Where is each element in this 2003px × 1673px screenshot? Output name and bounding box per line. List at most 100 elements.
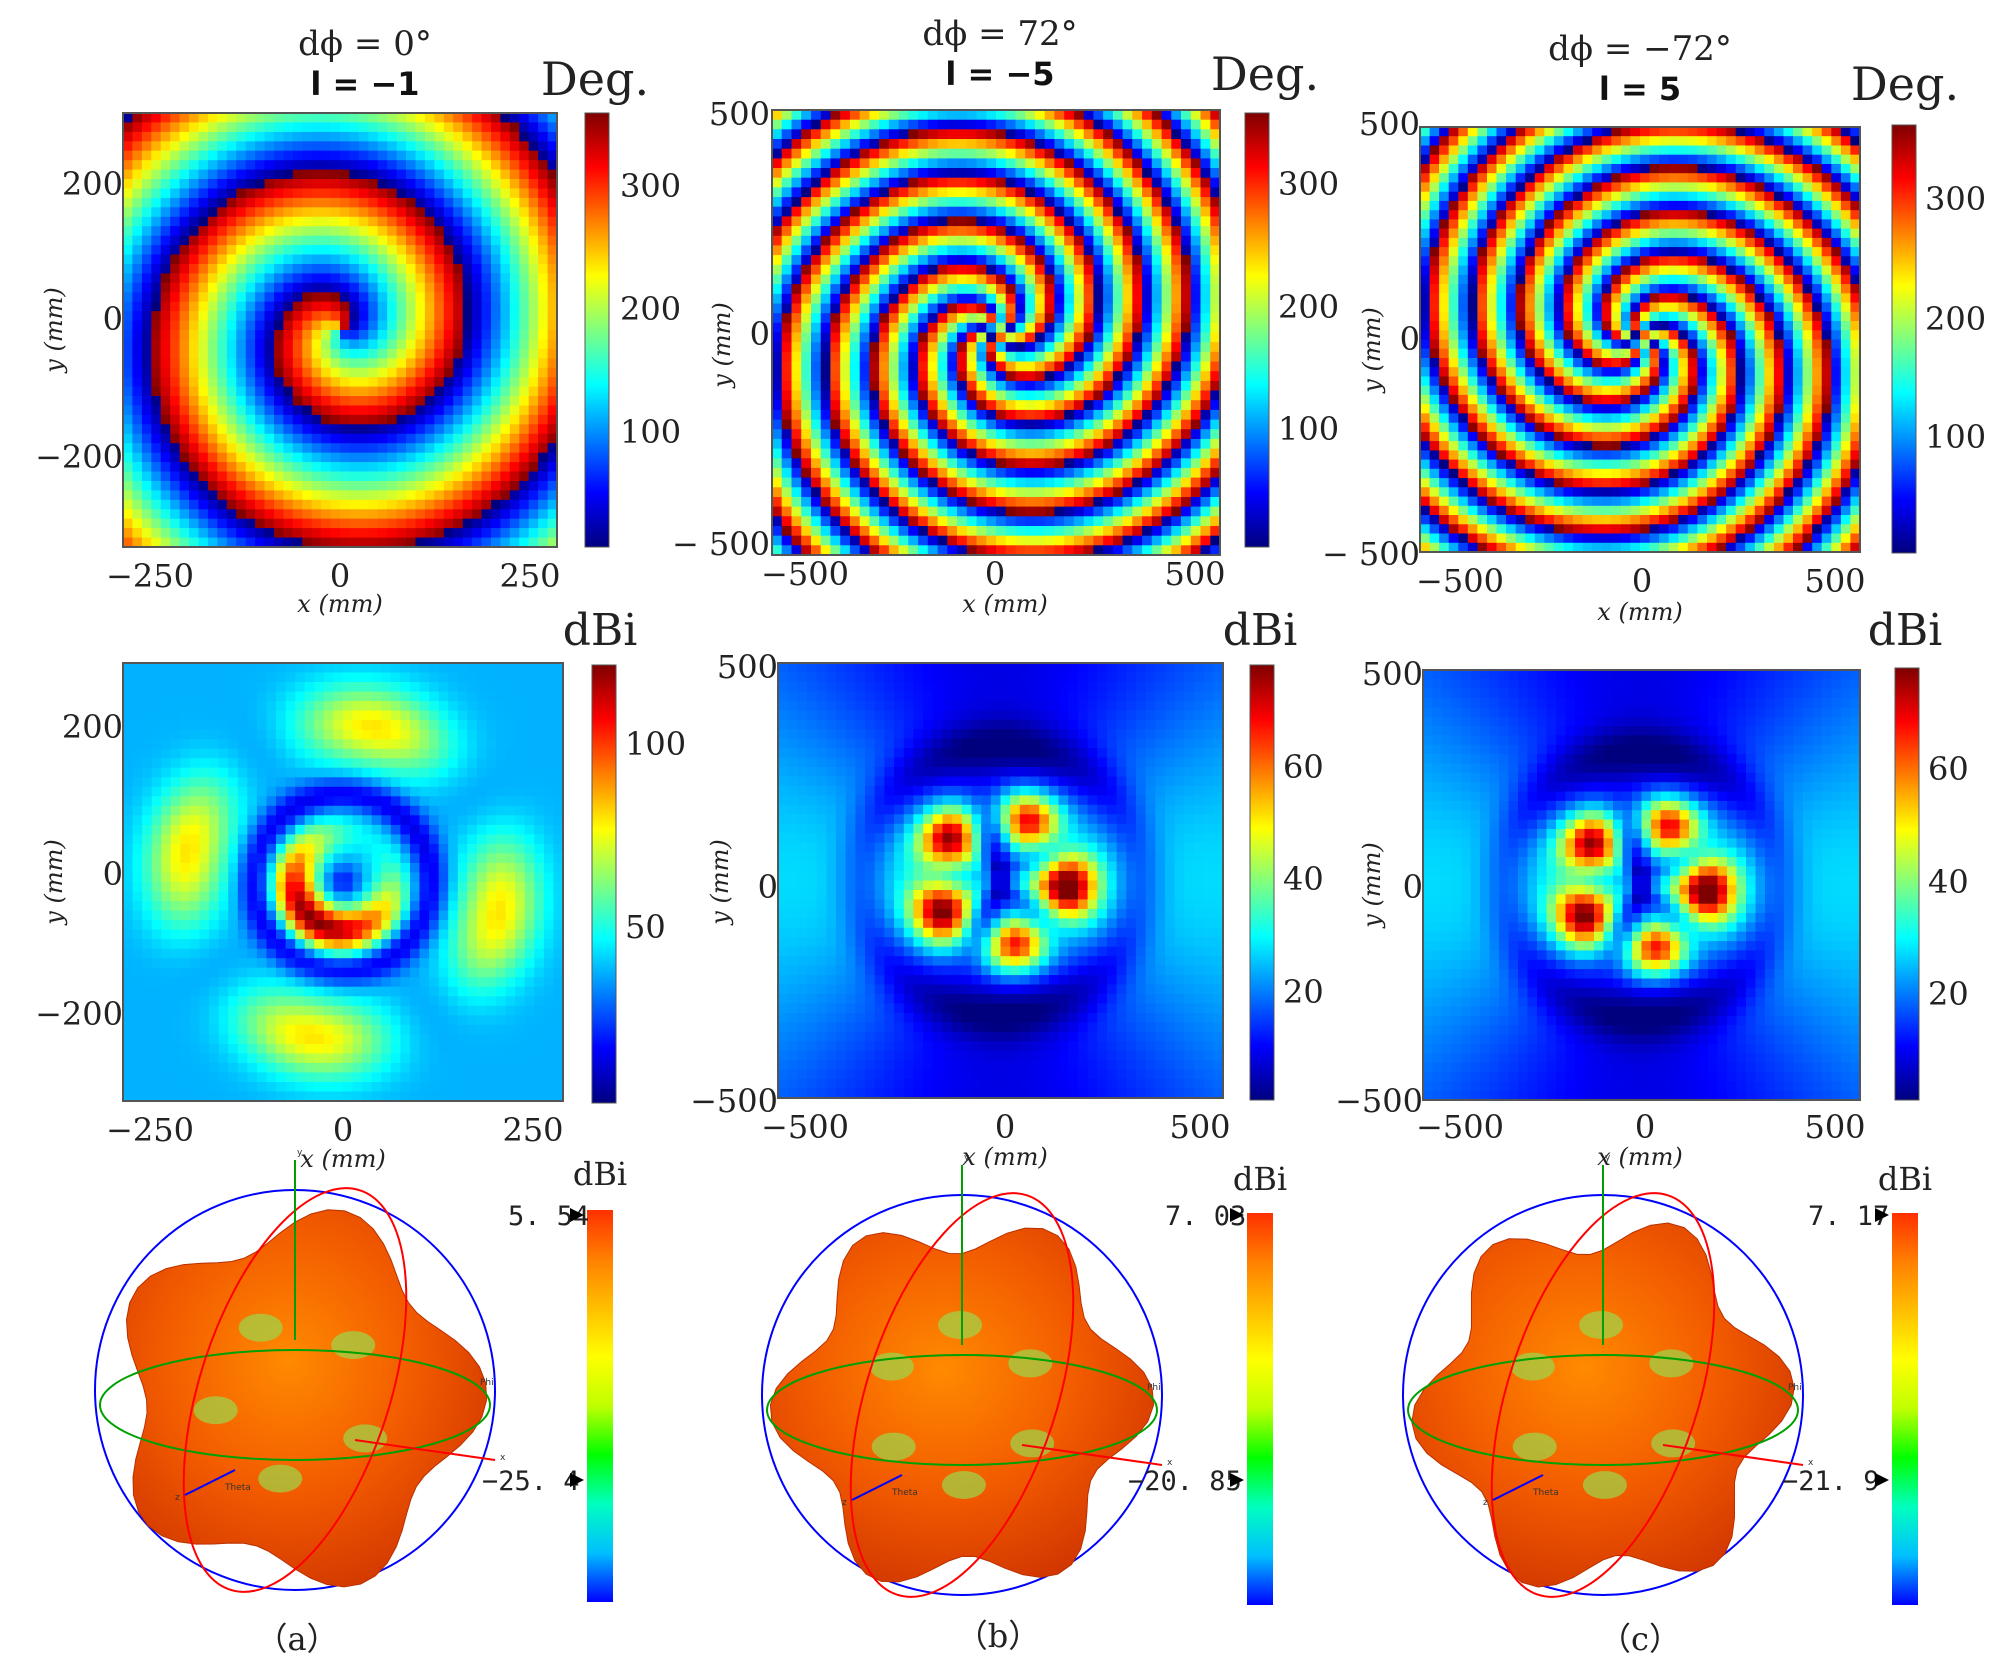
ff-colorbar-label-a: dBi (573, 1155, 627, 1193)
mag-xtick-b-0: −500 (761, 1108, 849, 1146)
phase-ytick-b-0: 500 (709, 95, 770, 133)
phase-panel-c: dϕ = −72° l = 5 Deg. 500 0 − 500 −500 0 … (1322, 29, 1986, 626)
mag-frame-b (777, 662, 1224, 1099)
phase-xtick-a-0: −250 (106, 557, 194, 595)
phase-title-c: dϕ = −72° (1548, 29, 1732, 69)
ff-colorbar-c (1892, 1213, 1918, 1605)
mag-ytick-c-0: 500 (1362, 655, 1423, 693)
mag-ytick-b-0: 500 (717, 648, 778, 686)
phase-cbtick-a-2: 100 (620, 413, 681, 451)
phase-ytick-a-0: 200 (62, 165, 123, 203)
phase-colorbar-label-b: Deg. (1211, 47, 1319, 101)
phase-ylabel-c: y (mm) (1358, 307, 1386, 393)
mag-map-a (123, 663, 563, 1101)
mag-xlabel-b: x (mm) (962, 1143, 1047, 1171)
phase-ytick-c-2: − 500 (1322, 535, 1420, 573)
phase-panel-b: dϕ = 72° l = −5 Deg. 500 0 − 500 −500 0 … (672, 14, 1339, 618)
mag-xtick-a-0: −250 (106, 1111, 194, 1149)
phase-xtick-c-2: 500 (1804, 562, 1865, 600)
ff-null-patch (1579, 1311, 1624, 1339)
caption-c: （c） (1599, 1620, 1681, 1658)
mag-cbtick-b-2: 20 (1283, 973, 1324, 1011)
ff-null-patch (1582, 1471, 1627, 1499)
phase-title-a: dϕ = 0° (298, 24, 432, 64)
phase-xtick-b-1: 0 (985, 555, 1005, 593)
mag-ytick-b-1: 0 (758, 868, 778, 906)
phase-frame-c (1419, 126, 1861, 553)
phase-map-b (772, 110, 1220, 555)
mag-xtick-b-1: 0 (995, 1108, 1015, 1146)
ff-null-patch (1010, 1429, 1055, 1458)
mag-cbtick-a-0: 100 (625, 725, 686, 763)
ff-ring-red (182, 1187, 408, 1593)
ff-null-patch (193, 1396, 238, 1425)
mag-ytick-c-1: 0 (1403, 868, 1423, 906)
phase-ylabel-a: y (mm) (40, 287, 68, 373)
ff-axis-label: Theta (1532, 1488, 1559, 1498)
ff-axis-label: Theta (224, 1483, 251, 1493)
phase-ytick-b-2: − 500 (672, 525, 770, 563)
ff-min-c: −21. 9 (1782, 1466, 1880, 1497)
mag-xtick-b-2: 500 (1169, 1108, 1230, 1146)
ff-min-a: −25. 4 (482, 1466, 580, 1497)
phase-colorbar-b (1244, 112, 1270, 548)
phase-subtitle-a: l = −1 (310, 65, 419, 103)
mag-cbtick-c-2: 20 (1928, 975, 1969, 1013)
mag-frame-c (1422, 669, 1861, 1101)
phase-xlabel-c: x (mm) (1597, 598, 1682, 626)
ff-axis-label: Phi (480, 1378, 494, 1388)
caption-b: （b） (956, 1617, 1041, 1655)
mag-cbtick-b-0: 60 (1283, 748, 1324, 786)
phase-colorbar-a (584, 112, 610, 548)
ff-min-marker-a (570, 1473, 584, 1487)
mag-colorbar-c (1894, 667, 1920, 1101)
ff-null-patch (871, 1432, 916, 1461)
ff-axis-label: z (842, 1498, 847, 1508)
phase-frame-a (122, 112, 558, 548)
phase-ylabel-b: y (mm) (708, 302, 736, 388)
ff-null-patch (1512, 1432, 1557, 1461)
mag-ytick-a-1: 0 (103, 855, 123, 893)
ff-null-patch (941, 1471, 986, 1499)
ff-null-patch (1649, 1349, 1694, 1378)
farfield-3d-b: y x z Phi Theta (761, 1153, 1173, 1598)
mag-xtick-c-0: −500 (1416, 1108, 1504, 1146)
ff-axis-x (1021, 1444, 1163, 1466)
ff-axis-label: y (1605, 1153, 1611, 1163)
mag-colorbar-label-a: dBi (563, 605, 638, 656)
ff-null-patch (343, 1424, 388, 1453)
ff-colorbar-label-b: dBi (1233, 1160, 1287, 1198)
mag-map-c (1423, 670, 1860, 1100)
mag-xtick-a-2: 250 (502, 1111, 563, 1149)
ff-min-b: −20. 85 (1128, 1466, 1242, 1497)
ff-colorbar-a (587, 1210, 613, 1602)
mag-xlabel-a: x (mm) (300, 1145, 385, 1173)
ff-ring-red (1490, 1192, 1716, 1598)
phase-ytick-c-1: 0 (1400, 320, 1420, 358)
ff-axis-label: Theta (891, 1488, 918, 1498)
farfield-3d-a: y x z Phi Theta (94, 1148, 506, 1593)
ff-ring-green (766, 1354, 1158, 1466)
mag-cbtick-b-1: 40 (1283, 860, 1324, 898)
ff-axis-label: y (297, 1148, 303, 1158)
phase-cbtick-c-2: 100 (1925, 418, 1986, 456)
ff-null-patch (1008, 1349, 1053, 1378)
ff-axis-label: x (1167, 1458, 1173, 1468)
phase-cbtick-a-1: 200 (620, 290, 681, 328)
ff-ring-green (1407, 1354, 1799, 1466)
mag-ytick-a-2: −200 (35, 995, 123, 1033)
mag-ylabel-c: y (mm) (1358, 842, 1386, 928)
phase-colorbar-label-a: Deg. (541, 52, 649, 106)
mag-map-b (778, 663, 1223, 1098)
phase-ytick-c-0: 500 (1359, 105, 1420, 143)
phase-colorbar-label-c: Deg. (1851, 57, 1959, 111)
ff-colorbar-label-c: dBi (1878, 1160, 1932, 1198)
ff-min-marker-c (1875, 1473, 1889, 1487)
ff-axis-z (851, 1474, 903, 1501)
phase-subtitle-b: l = −5 (945, 55, 1054, 93)
mag-ytick-a-0: 200 (62, 708, 123, 746)
phase-panel-a: dϕ = 0° l = −1 Deg. 200 0 −200 −250 0 25… (35, 24, 681, 618)
ff-axis-z (1492, 1474, 1544, 1501)
phase-xtick-c-1: 0 (1632, 562, 1652, 600)
